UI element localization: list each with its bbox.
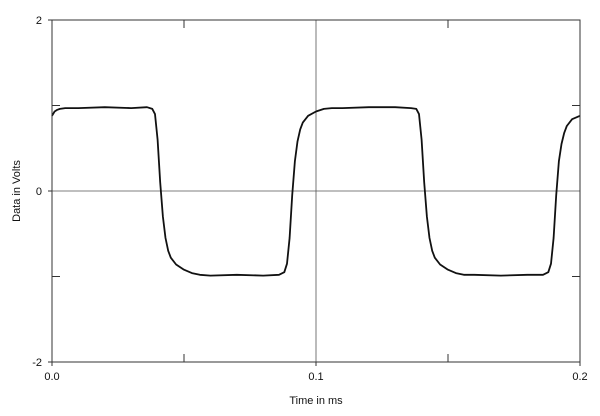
tick-labels: 0.0 0.1 0.2 2 0 -2 xyxy=(32,15,587,383)
grid-layer xyxy=(52,20,580,362)
y-axis-label: Data in Volts xyxy=(11,160,23,222)
y-tick-label: 2 xyxy=(36,15,42,27)
y-tick-label: 0 xyxy=(36,186,42,198)
x-tick-label: 0.1 xyxy=(308,371,323,383)
tick-marks xyxy=(48,19,581,366)
x-tick-label: 0.2 xyxy=(572,371,587,383)
x-axis-label: Time in ms xyxy=(289,395,343,407)
series-line xyxy=(51,106,581,277)
x-tick-label: 0.0 xyxy=(44,371,59,383)
y-tick-label: -2 xyxy=(32,357,42,369)
series-layer xyxy=(51,106,581,277)
plot-frame xyxy=(51,19,581,363)
